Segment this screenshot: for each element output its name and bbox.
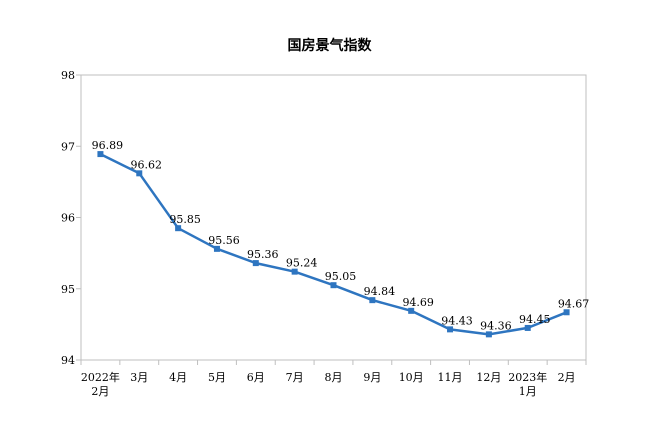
data-label: 94.67 xyxy=(558,297,590,310)
x-tick-label-line: 4月 xyxy=(169,371,187,384)
x-tick-label: 4月 xyxy=(169,371,187,384)
series-line xyxy=(99,152,568,336)
x-tick-label: 8月 xyxy=(325,371,343,384)
data-label: 95.05 xyxy=(325,270,357,283)
data-point xyxy=(563,309,570,316)
x-tick-label-line: 3月 xyxy=(130,371,148,384)
x-tick-label: 12月 xyxy=(476,371,501,384)
x-tick-label: 5月 xyxy=(208,371,226,384)
data-label: 96.62 xyxy=(131,158,163,171)
x-tick-label-line: 1月 xyxy=(519,385,537,398)
y-tick-label: 96 xyxy=(61,212,75,225)
data-points xyxy=(97,151,570,338)
x-tick-label: 3月 xyxy=(130,371,148,384)
data-point xyxy=(291,268,298,275)
x-tick-label-line: 2022年 xyxy=(81,370,120,384)
data-point xyxy=(136,170,143,177)
x-tick-label-line: 2月 xyxy=(91,385,109,398)
y-axis: 94 95 96 97 98 xyxy=(61,69,81,367)
y-tick-label: 94 xyxy=(61,354,75,367)
x-tick-label: 2月 xyxy=(558,371,576,384)
data-point xyxy=(524,324,531,331)
x-tick-label-line: 6月 xyxy=(247,371,265,384)
x-tick-label-line: 8月 xyxy=(325,371,343,384)
x-tick-label-line: 12月 xyxy=(476,371,501,384)
x-tick-label: 6月 xyxy=(247,371,265,384)
x-tick-label: 2023年 1月 xyxy=(508,370,547,398)
y-tick-label: 95 xyxy=(61,283,75,296)
chart-title: 国房景气指数 xyxy=(288,37,373,54)
x-tick-label-line: 2023年 xyxy=(508,370,547,384)
x-tick-label-line: 9月 xyxy=(363,371,381,384)
x-tick-label-line: 11月 xyxy=(438,371,463,384)
data-label: 95.85 xyxy=(169,213,201,226)
data-label: 94.36 xyxy=(480,319,512,332)
data-label: 95.36 xyxy=(247,248,279,261)
x-tick-label-line: 10月 xyxy=(399,371,424,384)
y-tick-label: 97 xyxy=(61,140,75,153)
x-tick-label: 11月 xyxy=(438,371,463,384)
data-label: 94.84 xyxy=(364,285,396,298)
x-tick-label-line: 2月 xyxy=(558,371,576,384)
x-tick-label: 2022年 2月 xyxy=(81,370,120,398)
data-label: 94.45 xyxy=(519,313,551,326)
x-tick-label-line: 5月 xyxy=(208,371,226,384)
data-label: 94.69 xyxy=(402,296,434,309)
data-point xyxy=(408,307,415,314)
x-tick-label: 7月 xyxy=(286,371,304,384)
data-point xyxy=(485,331,492,338)
data-point xyxy=(175,225,182,232)
data-label: 95.56 xyxy=(208,234,240,247)
data-point xyxy=(213,245,220,252)
data-label: 95.24 xyxy=(286,257,318,270)
plot-frame xyxy=(80,74,587,361)
x-tick-label: 9月 xyxy=(363,371,381,384)
data-point xyxy=(447,326,454,333)
x-tick-label: 10月 xyxy=(399,371,424,384)
x-tick-label-line: 7月 xyxy=(286,371,304,384)
data-point xyxy=(252,260,259,267)
data-label: 96.89 xyxy=(92,139,124,152)
y-tick-label: 98 xyxy=(61,69,75,82)
data-point xyxy=(369,297,376,304)
data-point xyxy=(330,282,337,289)
data-point xyxy=(97,151,104,158)
data-labels: 96.89 96.62 95.85 95.56 95.36 95.24 95.05 94.84… xyxy=(92,139,590,332)
data-label: 94.43 xyxy=(441,314,473,327)
